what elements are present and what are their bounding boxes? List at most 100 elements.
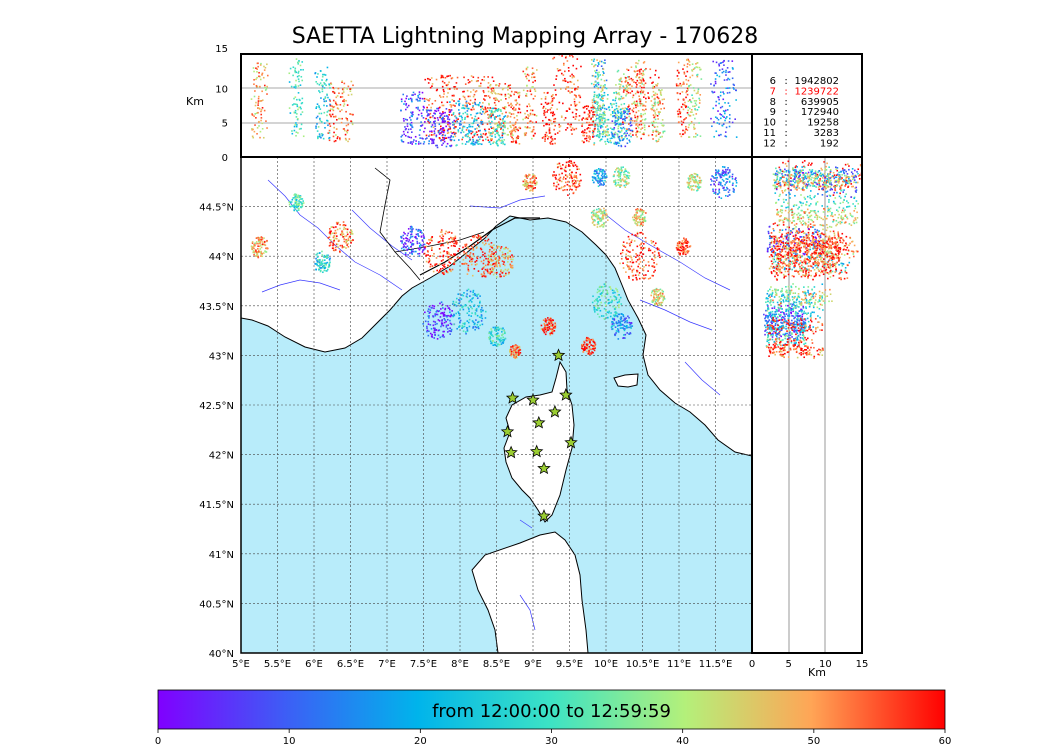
source-point xyxy=(296,103,299,106)
source-point xyxy=(583,349,586,352)
source-point xyxy=(489,83,492,86)
storm-cell-altitude xyxy=(288,58,305,138)
source-point xyxy=(628,333,631,335)
source-point xyxy=(401,140,403,143)
source-point xyxy=(458,312,460,315)
source-point xyxy=(302,202,305,204)
source-point xyxy=(529,88,532,91)
source-point xyxy=(481,122,483,125)
source-point xyxy=(470,91,472,93)
source-point xyxy=(500,93,503,96)
source-point xyxy=(603,207,605,210)
source-point xyxy=(501,134,504,137)
source-point xyxy=(352,84,354,87)
source-point xyxy=(525,180,528,183)
source-point xyxy=(631,90,633,93)
source-point xyxy=(466,104,468,106)
source-point xyxy=(490,116,492,119)
source-point xyxy=(696,175,699,178)
source-point xyxy=(490,111,493,113)
source-point xyxy=(599,125,602,127)
source-point xyxy=(490,260,492,262)
source-point xyxy=(341,244,343,247)
source-point xyxy=(445,230,447,233)
source-point xyxy=(336,136,339,138)
source-point xyxy=(564,181,567,184)
source-point xyxy=(335,102,337,105)
source-point xyxy=(507,255,510,257)
source-point xyxy=(717,193,719,195)
source-point xyxy=(641,74,644,77)
source-point xyxy=(433,331,435,334)
source-point xyxy=(477,117,480,120)
source-point xyxy=(443,137,445,139)
source-point xyxy=(656,288,658,291)
source-point xyxy=(509,250,511,252)
source-point xyxy=(441,320,443,322)
source-point xyxy=(463,250,465,253)
source-point xyxy=(625,327,628,329)
source-point xyxy=(488,261,490,264)
source-point xyxy=(504,332,506,335)
source-point xyxy=(494,326,497,329)
source-point xyxy=(498,138,500,141)
source-point xyxy=(417,253,419,255)
source-point xyxy=(329,232,332,235)
source-point xyxy=(496,247,499,249)
source-point xyxy=(346,88,349,90)
source-point xyxy=(630,241,633,243)
source-point xyxy=(604,176,606,178)
source-point xyxy=(594,298,597,301)
source-point xyxy=(257,100,260,102)
source-point xyxy=(547,319,550,322)
source-point xyxy=(350,232,353,235)
source-point xyxy=(487,76,489,78)
source-point xyxy=(600,180,603,182)
source-point xyxy=(534,90,537,92)
source-point xyxy=(564,77,566,80)
source-point xyxy=(599,135,601,138)
source-point xyxy=(323,254,326,257)
source-point xyxy=(604,214,607,217)
source-point xyxy=(458,302,460,305)
source-point xyxy=(400,139,403,141)
source-point xyxy=(427,99,429,102)
source-point xyxy=(529,112,532,115)
source-point xyxy=(434,113,437,115)
source-point xyxy=(576,88,579,90)
source-point xyxy=(479,247,482,250)
source-point xyxy=(489,340,492,343)
source-point xyxy=(650,239,653,242)
source-point xyxy=(514,355,517,357)
source-point xyxy=(321,133,324,136)
source-point xyxy=(641,255,643,258)
source-point xyxy=(722,172,725,174)
source-point xyxy=(574,181,577,184)
source-point xyxy=(512,138,514,140)
source-point xyxy=(489,84,491,87)
source-point xyxy=(553,84,555,86)
source-point xyxy=(481,105,484,108)
source-point xyxy=(638,71,641,73)
source-point xyxy=(485,242,487,245)
source-point xyxy=(474,328,476,331)
source-point xyxy=(647,92,649,94)
source-point xyxy=(419,247,422,250)
source-point xyxy=(484,252,486,255)
source-point xyxy=(629,132,632,135)
source-point xyxy=(450,232,453,234)
source-point xyxy=(596,123,599,126)
source-point xyxy=(602,116,604,119)
source-point xyxy=(507,258,509,260)
source-point xyxy=(542,319,545,321)
source-point xyxy=(472,254,475,257)
source-point xyxy=(454,303,456,306)
source-point xyxy=(472,139,475,142)
source-point xyxy=(694,176,696,178)
source-point xyxy=(339,227,341,230)
source-point xyxy=(606,118,609,121)
source-point xyxy=(496,328,499,331)
source-point xyxy=(636,102,639,105)
source-point xyxy=(639,267,642,269)
source-point xyxy=(629,92,632,94)
